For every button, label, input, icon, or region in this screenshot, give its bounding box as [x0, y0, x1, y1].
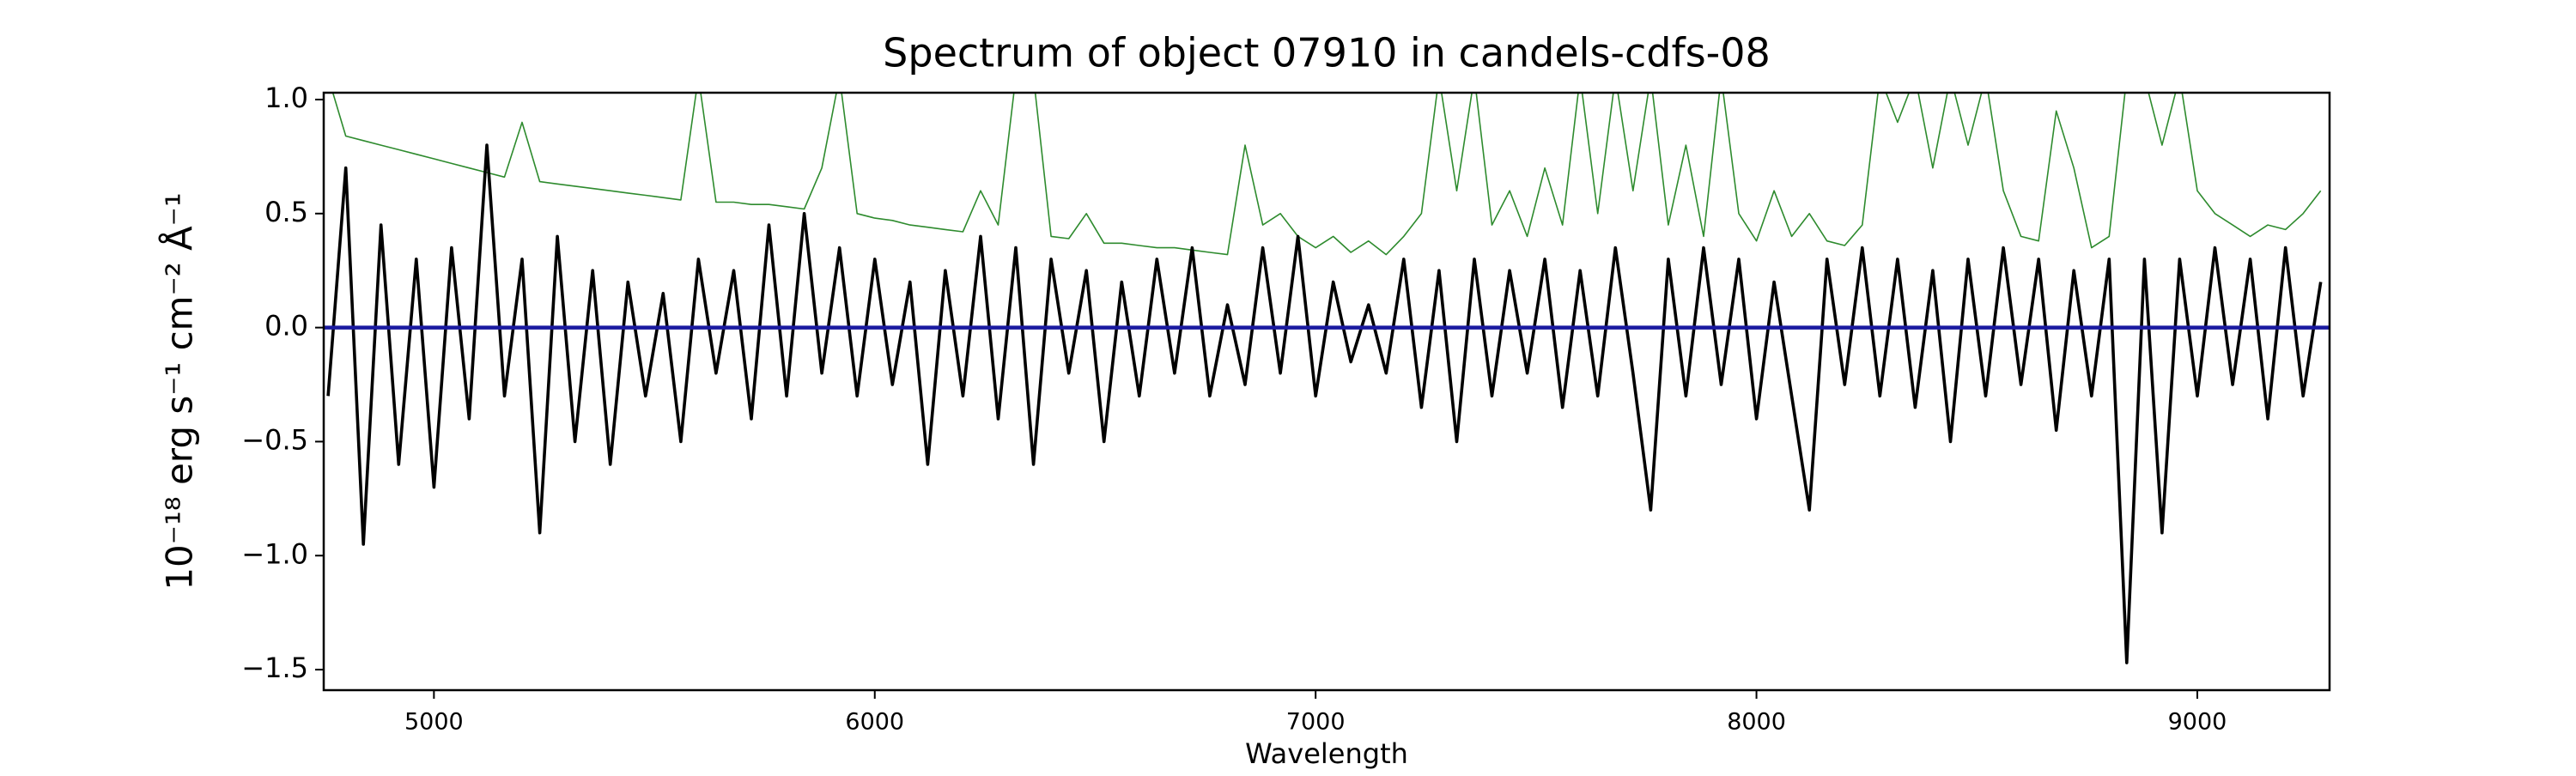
- y-tick-label: 1.0: [264, 82, 308, 114]
- y-axis-label: 10⁻¹⁸ erg s⁻¹ cm⁻² Å⁻¹: [158, 192, 201, 590]
- x-tick-label: 9000: [2168, 709, 2227, 736]
- plot-frame: [322, 91, 2331, 692]
- x-axis-label: Wavelength: [1245, 737, 1408, 770]
- spectrum-line: [331, 93, 2322, 256]
- y-tick-label: 0.0: [264, 310, 308, 343]
- spectrum-line: [326, 143, 2323, 664]
- x-tick-label: 7000: [1286, 709, 1346, 736]
- x-tick-label: 5000: [404, 709, 464, 736]
- y-tick-label: −0.5: [241, 423, 308, 456]
- chart-title: Spectrum of object 07910 in candels-cdfs…: [883, 30, 1771, 76]
- x-tick-label: 8000: [1727, 709, 1786, 736]
- plot-area: [324, 93, 2330, 664]
- y-tick-label: 0.5: [264, 196, 308, 228]
- y-tick-label: −1.0: [241, 537, 308, 570]
- y-tick-label: −1.5: [241, 652, 308, 684]
- x-tick-label: 6000: [845, 709, 904, 736]
